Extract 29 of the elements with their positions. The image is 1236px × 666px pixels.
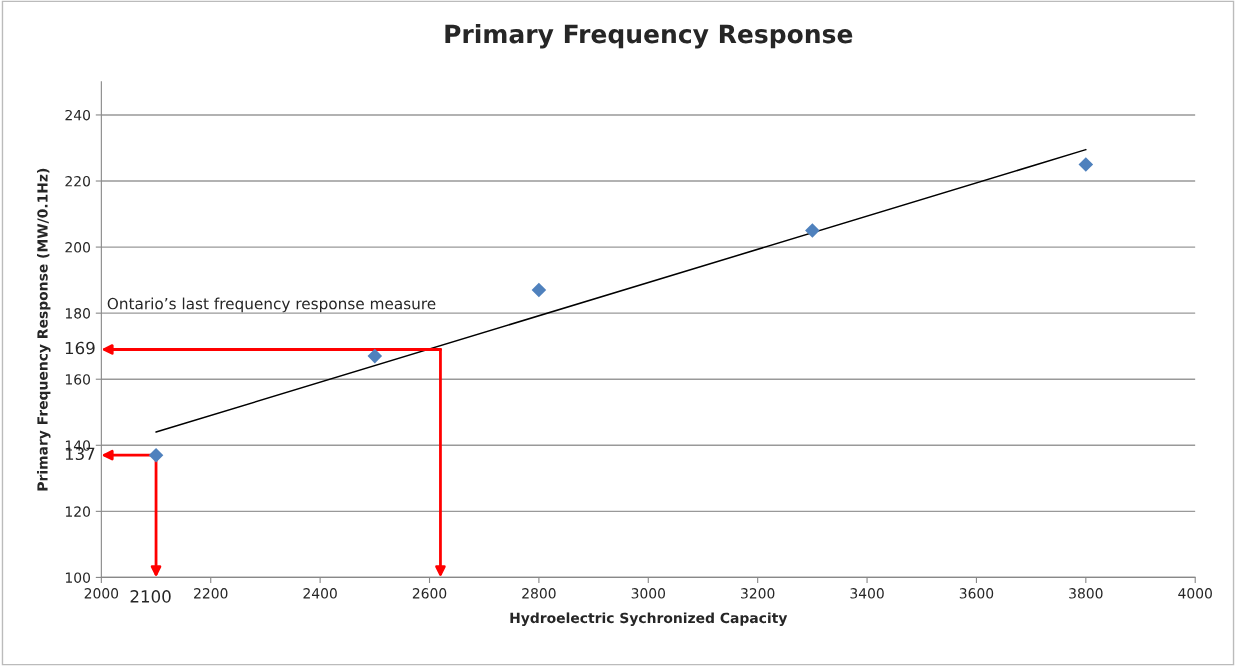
x-tick-label: 3800 xyxy=(1069,588,1103,599)
chart-title: Primary Frequency Response xyxy=(445,24,853,49)
point xyxy=(148,447,164,463)
x-tick-label: 2600 xyxy=(412,588,447,599)
x-tick-label: 2000 xyxy=(84,588,119,599)
x-tick-label: 4000 xyxy=(1178,588,1212,599)
y-tick-label: 180 xyxy=(65,308,91,319)
y-tick-label: 120 xyxy=(65,506,91,517)
point xyxy=(531,282,547,298)
y-tick-label: 240 xyxy=(65,109,91,121)
x-tick-label: 2200 xyxy=(194,588,228,599)
x-tick-label: 3000 xyxy=(631,588,666,599)
y-tick-label: 220 xyxy=(65,175,91,187)
y-tick-label: 160 xyxy=(65,374,91,385)
text: 2100 xyxy=(130,590,171,603)
annotation: 169 xyxy=(65,341,95,355)
x-tick-label: 3200 xyxy=(741,588,775,599)
x-tick-label: 2400 xyxy=(303,588,337,599)
x-tick-label: 2800 xyxy=(522,588,556,599)
y-tick-label: 100 xyxy=(65,572,91,583)
annotation: Ontario’s last frequency response measure xyxy=(107,297,436,313)
x-tick-label: 3400 xyxy=(850,588,884,599)
point xyxy=(1078,157,1094,172)
y-axis-title: Primary Frequency Response (MW/0.1Hz) xyxy=(36,168,51,491)
x-tick-label: 3600 xyxy=(959,588,994,599)
y-tick-label: 200 xyxy=(65,242,91,253)
point xyxy=(367,348,383,364)
point xyxy=(805,223,820,238)
x-axis-title: Hydroelectric Sychronized Capacity xyxy=(510,612,788,626)
